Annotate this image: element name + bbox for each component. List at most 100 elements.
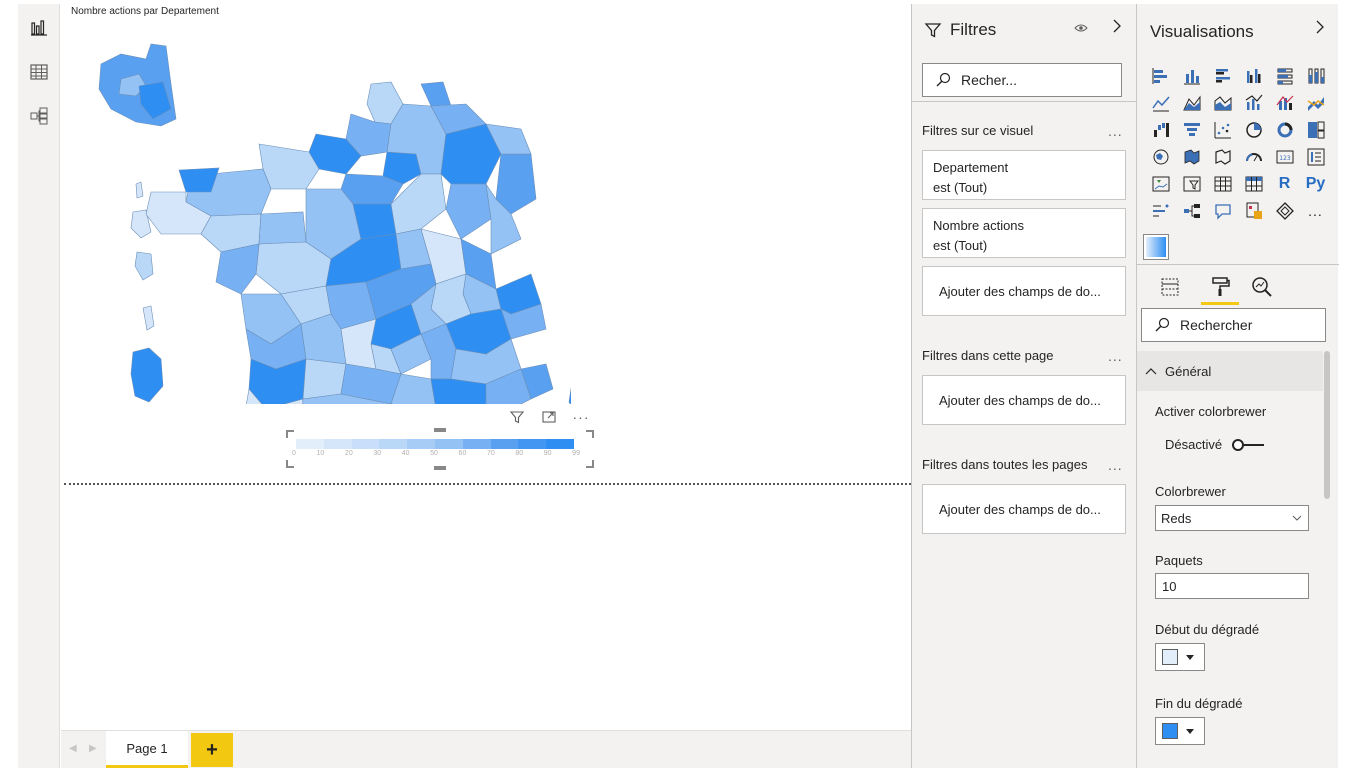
scatter-chart-icon[interactable] bbox=[1207, 116, 1238, 143]
scrollbar[interactable] bbox=[1324, 351, 1330, 499]
more-options-icon[interactable]: ... bbox=[1108, 348, 1123, 364]
resize-handle[interactable] bbox=[434, 466, 446, 470]
custom-visual-gradient-icon[interactable] bbox=[1143, 234, 1169, 260]
filled-map-icon[interactable] bbox=[1176, 143, 1207, 170]
colorbrewer-select[interactable]: Reds bbox=[1155, 505, 1309, 531]
report-view-button[interactable] bbox=[27, 16, 51, 40]
colorbrewer-toggle-row[interactable]: Désactivé bbox=[1165, 437, 1265, 452]
buckets-input[interactable]: 10 bbox=[1155, 573, 1309, 599]
map-region-ardennes[interactable] bbox=[420, 81, 452, 107]
collapse-visualizations-icon[interactable] bbox=[1315, 20, 1325, 39]
multi-row-card-icon[interactable] bbox=[1300, 143, 1331, 170]
map-region-moselle[interactable] bbox=[485, 123, 532, 155]
resize-handle[interactable] bbox=[586, 430, 594, 438]
choropleth-map[interactable] bbox=[91, 24, 571, 404]
map-region-inset-south[interactable] bbox=[130, 347, 164, 403]
python-visual-icon[interactable]: Py bbox=[1300, 170, 1331, 197]
more-visuals-icon[interactable]: ... bbox=[1308, 202, 1323, 219]
filters-search-input[interactable]: Recher... bbox=[922, 63, 1122, 97]
map-region-lot[interactable] bbox=[302, 358, 347, 400]
map-region-inset-small-1[interactable] bbox=[135, 181, 144, 199]
data-view-button[interactable] bbox=[27, 60, 51, 84]
drop-fields-page[interactable]: Ajouter des champs de do... bbox=[922, 375, 1126, 425]
donut-chart-icon[interactable] bbox=[1269, 116, 1300, 143]
shape-map-icon[interactable] bbox=[1207, 143, 1238, 170]
clustered-bar-chart-icon[interactable] bbox=[1207, 62, 1238, 89]
eye-icon[interactable] bbox=[1074, 22, 1088, 37]
resize-handle[interactable] bbox=[286, 430, 294, 438]
map-region-ille[interactable] bbox=[258, 211, 307, 245]
collapse-filters-icon[interactable] bbox=[1112, 19, 1122, 38]
gradient-start-picker[interactable] bbox=[1155, 643, 1205, 671]
filter-icon[interactable] bbox=[507, 408, 527, 426]
resize-handle[interactable] bbox=[286, 460, 294, 468]
map-region-doubs[interactable] bbox=[485, 183, 522, 255]
gradient-end-picker[interactable] bbox=[1155, 717, 1205, 745]
stacked-area-chart-icon[interactable] bbox=[1207, 89, 1238, 116]
matrix-icon[interactable] bbox=[1238, 170, 1269, 197]
resize-handle[interactable] bbox=[586, 460, 594, 468]
key-influencers-icon[interactable] bbox=[1145, 197, 1176, 224]
decomposition-tree-icon[interactable] bbox=[1176, 197, 1207, 224]
filter-card-nombre-actions[interactable]: Nombre actions est (Tout) bbox=[922, 208, 1126, 258]
tab-page-1[interactable]: Page 1 bbox=[106, 731, 188, 768]
line-chart-icon[interactable] bbox=[1145, 89, 1176, 116]
map-region-inset-small-3[interactable] bbox=[134, 251, 154, 281]
more-options-icon[interactable]: ··· bbox=[572, 409, 590, 425]
analytics-tab[interactable] bbox=[1247, 272, 1277, 302]
drop-fields-visual[interactable]: Ajouter des champs de do... bbox=[922, 266, 1126, 316]
r-visual-icon[interactable]: R bbox=[1269, 170, 1300, 197]
kpi-icon[interactable] bbox=[1145, 170, 1176, 197]
map-region-cotes[interactable] bbox=[178, 167, 220, 193]
stacked-bar-100-chart-icon[interactable] bbox=[1269, 62, 1300, 89]
map-region-inset-north-c[interactable] bbox=[138, 81, 172, 120]
stacked-bar-chart-icon[interactable] bbox=[1145, 62, 1176, 89]
map-icon[interactable] bbox=[1145, 143, 1176, 170]
general-section-header[interactable]: Général bbox=[1137, 351, 1323, 391]
map-region-gard[interactable] bbox=[390, 373, 436, 404]
drop-fields-all-pages[interactable]: Ajouter des champs de do... bbox=[922, 484, 1126, 534]
map-region-inset-small-2[interactable] bbox=[130, 209, 152, 239]
waterfall-chart-icon[interactable] bbox=[1145, 116, 1176, 143]
area-chart-icon[interactable] bbox=[1176, 89, 1207, 116]
treemap-icon[interactable] bbox=[1300, 116, 1331, 143]
map-region-tarn[interactable] bbox=[301, 393, 392, 404]
stacked-column-chart-icon[interactable] bbox=[1176, 62, 1207, 89]
map-region-vaucluse[interactable] bbox=[430, 378, 487, 404]
map-region-vendee[interactable] bbox=[215, 243, 260, 295]
more-options-icon[interactable]: ... bbox=[1108, 457, 1123, 473]
map-region-cote-dor[interactable] bbox=[445, 183, 492, 240]
report-canvas[interactable]: Nombre actions par Departement bbox=[61, 4, 911, 730]
model-view-button[interactable] bbox=[27, 104, 51, 128]
prev-page-icon[interactable]: ◀ bbox=[69, 743, 77, 754]
next-page-icon[interactable]: ▶ bbox=[89, 743, 97, 754]
qna-icon[interactable] bbox=[1207, 197, 1238, 224]
map-region-landes[interactable] bbox=[243, 388, 304, 404]
card-icon[interactable]: 123 bbox=[1269, 143, 1300, 170]
clustered-column-chart-icon[interactable] bbox=[1238, 62, 1269, 89]
add-page-button[interactable]: + bbox=[191, 733, 233, 767]
colorbrewer-toggle[interactable] bbox=[1232, 438, 1265, 451]
format-search-input[interactable]: Rechercher bbox=[1141, 308, 1326, 342]
line-stacked-column-icon[interactable] bbox=[1269, 89, 1300, 116]
filter-card-departement[interactable]: Departement est (Tout) bbox=[922, 150, 1126, 200]
funnel-chart-icon[interactable] bbox=[1176, 116, 1207, 143]
gauge-icon[interactable] bbox=[1238, 143, 1269, 170]
focus-mode-icon[interactable] bbox=[539, 408, 559, 426]
ribbon-chart-icon[interactable] bbox=[1300, 89, 1331, 116]
power-apps-icon[interactable] bbox=[1269, 197, 1300, 224]
pie-chart-icon[interactable] bbox=[1238, 116, 1269, 143]
fields-tab[interactable] bbox=[1155, 272, 1185, 302]
slicer-icon[interactable] bbox=[1176, 170, 1207, 197]
line-clustered-column-icon[interactable] bbox=[1238, 89, 1269, 116]
map-region-var[interactable] bbox=[485, 368, 532, 404]
map-region-corse[interactable] bbox=[568, 372, 571, 404]
map-region-inset-small-4[interactable] bbox=[142, 305, 155, 331]
stacked-column-100-chart-icon[interactable] bbox=[1300, 62, 1331, 89]
resize-handle[interactable] bbox=[434, 428, 446, 432]
color-legend[interactable]: 0 10 20 30 40 50 60 70 80 90 99 bbox=[286, 428, 596, 470]
paginated-report-icon[interactable] bbox=[1238, 197, 1269, 224]
format-tab[interactable] bbox=[1205, 272, 1235, 302]
table-visual-icon[interactable] bbox=[1207, 170, 1238, 197]
more-options-icon[interactable]: ... bbox=[1108, 123, 1123, 139]
